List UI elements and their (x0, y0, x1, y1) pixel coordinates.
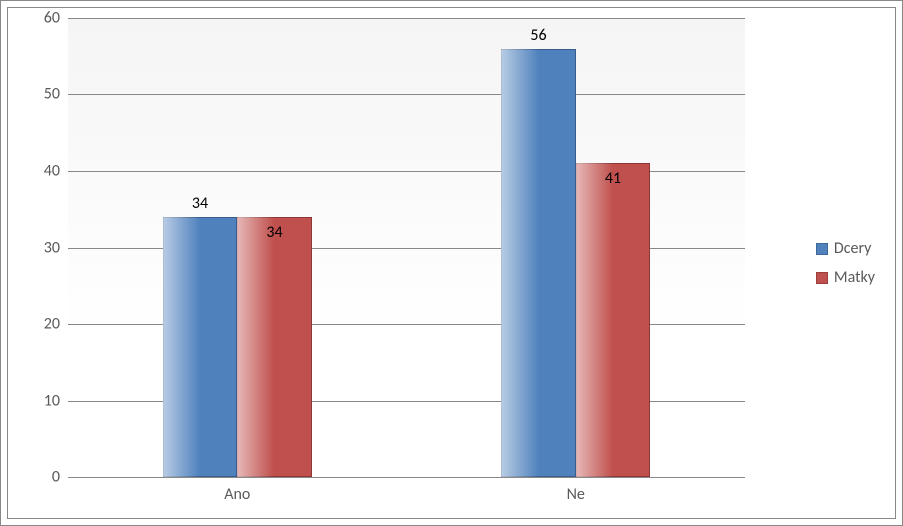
ytick-label: 0 (52, 468, 60, 487)
ytick-label: 20 (44, 314, 60, 333)
bar-data-label: 34 (192, 194, 208, 213)
legend-label: Matky (834, 268, 875, 287)
legend-swatch (816, 272, 828, 284)
bar-data-label: 41 (605, 169, 621, 188)
ytick-label: 50 (44, 85, 60, 104)
bar-face (237, 217, 311, 477)
gridline (68, 94, 745, 95)
bar-face (501, 49, 575, 477)
bar-data-label: 56 (530, 26, 546, 45)
category-label: Ne (567, 485, 585, 504)
ytick-label: 10 (44, 391, 60, 410)
bar-data-label: 34 (266, 223, 282, 242)
chart-area: 0102030405060Ano3434Ne5641 (28, 18, 745, 478)
legend-item: Dcery (816, 239, 875, 258)
bar-face (576, 163, 650, 477)
gridline (68, 18, 745, 19)
legend-swatch (816, 243, 828, 255)
legend: Dcery Matky (816, 229, 875, 297)
plot-area: 0102030405060Ano3434Ne5641 (68, 18, 745, 478)
chart-outer-frame: 0 10 20 30 40 50 60 Ano 34 34 Ne 56 41 Dcery Matky (0, 0, 903, 526)
ytick-label: 30 (44, 238, 60, 257)
gridline (68, 477, 745, 478)
ytick-label: 60 (44, 9, 60, 28)
chart-inner-frame: 0 10 20 30 40 50 60 Ano 34 34 Ne 56 41 Dcery Matky (7, 7, 896, 519)
bar-matky: 41 (576, 163, 650, 477)
bar-face (163, 217, 237, 477)
legend-label: Dcery (834, 239, 871, 258)
bar-matky: 34 (237, 217, 311, 477)
bar-dcery: 56 (501, 49, 575, 477)
legend-item: Matky (816, 268, 875, 287)
category-label: Ano (224, 485, 250, 504)
ytick-label: 40 (44, 161, 60, 180)
bar-dcery: 34 (163, 217, 237, 477)
